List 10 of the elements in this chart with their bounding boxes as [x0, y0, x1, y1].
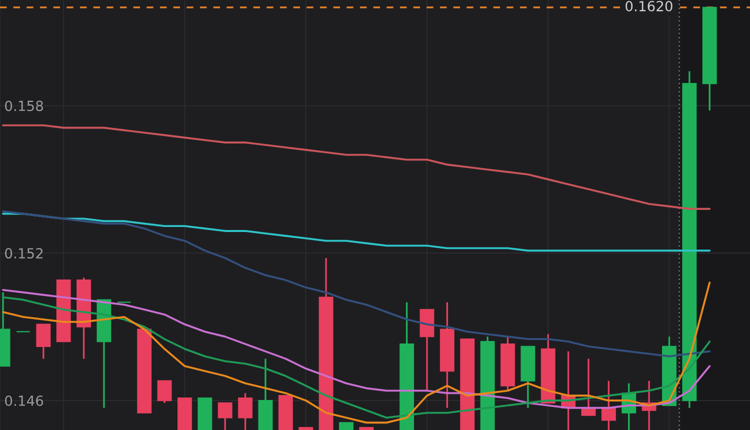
- candlestick: [218, 402, 232, 430]
- candlestick: [36, 324, 51, 360]
- y-tick-label: 0.152: [5, 248, 43, 259]
- y-tick-label: 0.158: [5, 100, 43, 112]
- line-series: [2, 210, 711, 358]
- y-tick-label: 0.146: [5, 395, 44, 406]
- candlestick: [238, 392, 253, 430]
- line-series: [2, 124, 711, 210]
- candlestick: [157, 380, 172, 404]
- ref-line-label: 0.1620: [626, 0, 672, 12]
